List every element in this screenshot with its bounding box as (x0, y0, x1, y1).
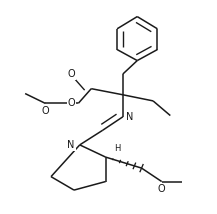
Text: O: O (158, 184, 166, 194)
Text: N: N (67, 140, 75, 150)
Text: O: O (67, 98, 75, 108)
Text: O: O (41, 106, 49, 116)
Text: H: H (114, 144, 120, 153)
Text: N: N (126, 112, 134, 122)
Text: O: O (67, 69, 75, 79)
